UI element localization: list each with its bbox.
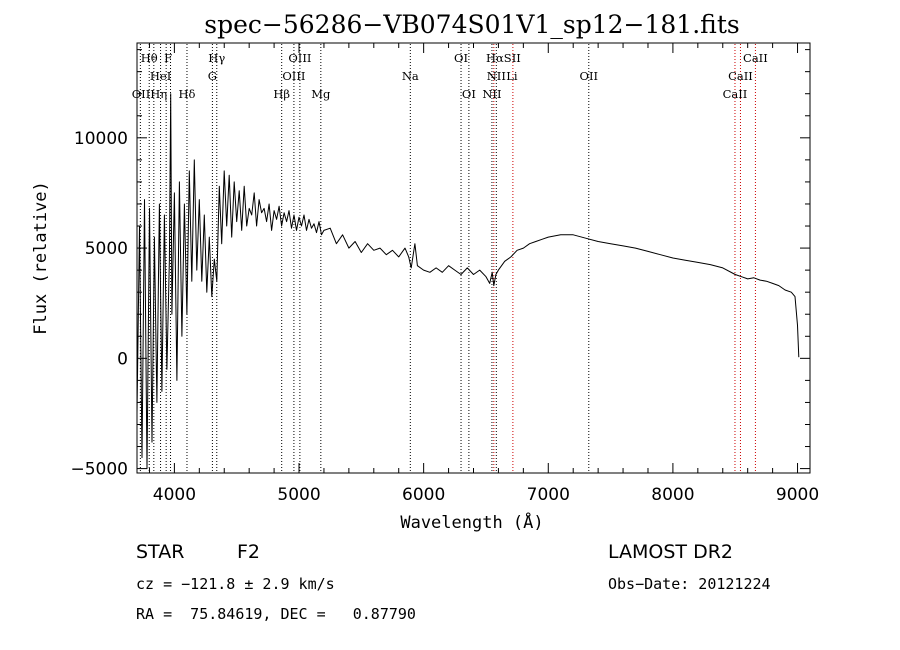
y-axis-label: Flux (relative) xyxy=(31,181,51,335)
y-tick-label: 10000 xyxy=(74,129,128,149)
line-label: OI xyxy=(454,51,468,65)
y-tick-label: 5000 xyxy=(85,239,128,259)
line-label: Na xyxy=(402,69,419,83)
line-label: OIII xyxy=(288,51,311,65)
survey-name: LAMOST DR2 xyxy=(608,541,733,563)
line-label: Hβ xyxy=(273,87,290,101)
line-label: G xyxy=(208,69,217,83)
obs-date: Obs−Date: 20121224 xyxy=(608,575,771,593)
x-tick-label: 9000 xyxy=(776,485,819,505)
line-label: CaII xyxy=(728,69,753,83)
line-label: NII xyxy=(487,69,506,83)
y-tick-label: 0 xyxy=(117,349,128,369)
line-label: HeI xyxy=(150,69,171,83)
line-label: Hθ xyxy=(141,51,158,65)
marker-lines xyxy=(139,44,756,472)
y-tick-label: −5000 xyxy=(70,460,128,480)
line-label: CaII xyxy=(743,51,768,65)
x-tick-label: 5000 xyxy=(277,485,320,505)
object-subclass: F2 xyxy=(237,541,261,563)
line-label: Hδ xyxy=(178,87,195,101)
object-class: STAR xyxy=(136,541,185,563)
series-layer xyxy=(136,93,800,470)
line-label: HαSII xyxy=(486,51,521,65)
plot-frame xyxy=(136,42,811,474)
coordinates: RA = 75.84619, DEC = 0.87790 xyxy=(136,605,416,623)
x-tick-label: 4000 xyxy=(153,485,196,505)
line-label: OI xyxy=(462,87,476,101)
line-label: OIII xyxy=(282,69,305,83)
spectrum-line xyxy=(136,93,800,470)
x-tick-label: 7000 xyxy=(527,485,570,505)
redshift-readout: cz = −121.8 ± 2.9 km/s xyxy=(136,575,335,593)
chart-title: spec−56286−VB074S01V1_sp12−181.fits xyxy=(204,10,739,39)
line-label: Mg xyxy=(311,87,331,101)
line-label: Hγ xyxy=(208,51,225,65)
line-label: F xyxy=(164,51,172,65)
x-tick-label: 8000 xyxy=(651,485,694,505)
line-label: OII xyxy=(580,69,599,83)
line-label: Li xyxy=(506,69,518,83)
y-axis: −5000 0 5000 10000 xyxy=(70,49,810,480)
line-label: OIIHη xyxy=(132,87,168,101)
line-label: NII xyxy=(482,87,501,101)
line-label: CaII xyxy=(723,87,748,101)
x-axis: 4000 5000 6000 7000 8000 9000 xyxy=(148,43,819,505)
x-axis-label: Wavelength (Å) xyxy=(400,511,543,533)
x-tick-label: 6000 xyxy=(402,485,445,505)
